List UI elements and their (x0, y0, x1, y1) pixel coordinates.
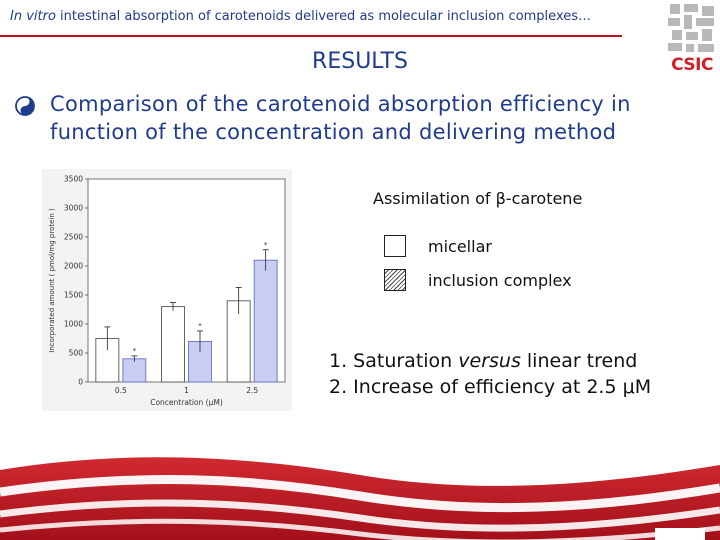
plot-area (87, 178, 286, 383)
legend-label-micellar: micellar (428, 236, 492, 256)
absorption-chart-svg: 0 500 1000 1500 2000 2500 3000 3500 * 0.5 * 1 * 2.5 Co… (48, 175, 286, 407)
bar-inclusion-complex (122, 358, 147, 383)
x-axis-label: Concentration (μM) (150, 398, 223, 407)
csic-emblem-icon (668, 4, 714, 52)
legend-item-micellar: micellar (384, 234, 492, 258)
legend-label-inclusion: inclusion complex (428, 270, 572, 290)
x-tick-label: 0.5 (115, 386, 127, 395)
y-tick-label: 500 (69, 349, 84, 358)
x-tick-label: 1 (184, 386, 189, 395)
legend-title: Assimilation of β-carotene (373, 189, 583, 208)
bar-inclusion-complex (253, 259, 278, 383)
y-tick-label: 1000 (64, 320, 83, 329)
footer-wave-decoration (0, 457, 720, 540)
legend-item-inclusion: inclusion complex (384, 268, 572, 292)
conclusion-1-suffix: linear trend (520, 350, 638, 372)
csic-logo: CSIC (666, 2, 718, 76)
header-title-italic: In vitro (10, 9, 56, 24)
header-title-rest: intestinal absorption of carotenoids del… (55, 9, 592, 24)
y-tick-label: 2500 (64, 233, 83, 242)
y-tick-label: 3500 (64, 175, 83, 184)
bullet-text: Comparison of the carotenoid absorption … (50, 92, 631, 144)
significance-mark: * (133, 347, 137, 355)
bar-micellar (161, 306, 185, 383)
conclusion-1-italic: versus (458, 350, 521, 372)
x-tick-label: 2.5 (246, 386, 258, 395)
conclusion-2: 2. Increase of efficiency at 2.5 μM (329, 376, 652, 398)
absorption-chart: 0 500 1000 1500 2000 2500 3000 3500 * 0.5 * 1 * 2.5 Co… (42, 169, 292, 411)
conclusion-1: 1. Saturation versus linear trend (329, 348, 651, 374)
conclusion-1-prefix: 1. Saturation (329, 350, 459, 372)
legend-swatch-open (384, 235, 406, 257)
header-title: In vitro intestinal absorption of carote… (10, 9, 591, 24)
significance-mark: * (198, 322, 202, 330)
significance-mark: * (264, 241, 268, 249)
y-tick-label: 2000 (64, 262, 83, 271)
header-rule (0, 35, 622, 37)
y-tick-label: 1500 (64, 291, 83, 300)
y-tick-label: 3000 (64, 204, 83, 213)
legend-swatch-hatched (384, 269, 406, 291)
conclusions: 1. Saturation versus linear trend 2. Inc… (329, 348, 651, 400)
csic-logo-text: CSIC (671, 55, 713, 75)
section-title: RESULTS (312, 49, 408, 74)
y-axis-label: Incorporated amount ( pmol/mg protein ) (48, 208, 56, 353)
y-tick-label: 0 (78, 378, 83, 387)
yin-yang-bullet-icon (14, 95, 36, 122)
